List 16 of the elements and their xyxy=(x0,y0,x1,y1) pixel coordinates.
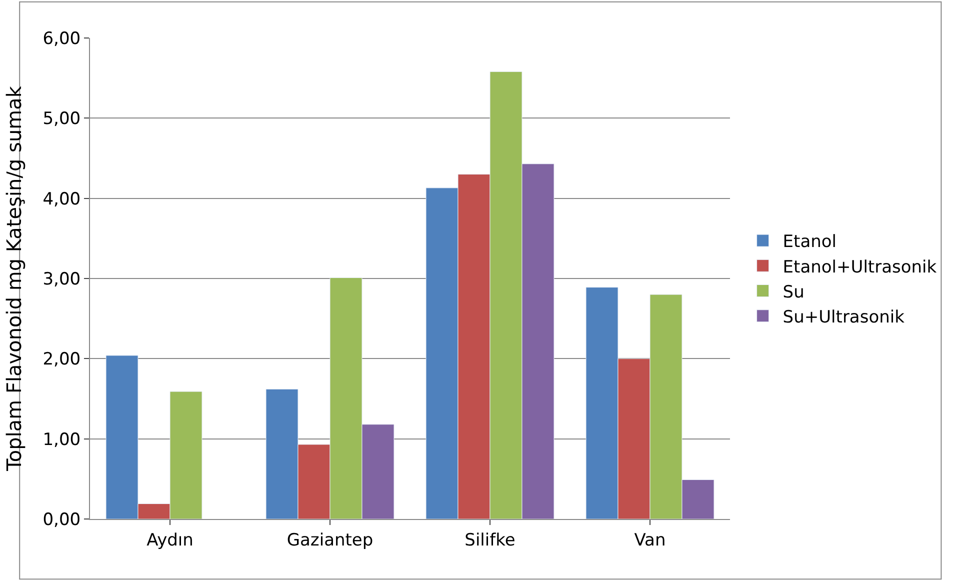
y-tick-label: 2,00 xyxy=(42,350,81,370)
legend-label: Su xyxy=(782,282,804,302)
y-tick-label: 5,00 xyxy=(42,109,81,130)
legend-label: Su+Ultrasonik xyxy=(782,307,905,328)
x-tick-label: Silifke xyxy=(464,530,516,550)
x-tick-label: Van xyxy=(634,530,666,550)
y-tick-label: 6,00 xyxy=(42,28,81,49)
y-tick-label: 3,00 xyxy=(42,269,81,290)
y-axis-title: Toplam Flavonoid mg Kateşin/g sumak xyxy=(2,86,26,472)
legend-label: Etanol xyxy=(782,232,837,252)
legend-label: Etanol+Ultrasonik xyxy=(782,257,937,278)
x-tick-label: Aydın xyxy=(146,530,194,550)
y-tick-label: 4,00 xyxy=(42,189,81,210)
x-tick-label: Gaziantep xyxy=(286,530,374,550)
y-tick-label: 0,00 xyxy=(42,510,81,530)
y-tick-label: 1,00 xyxy=(42,430,81,450)
